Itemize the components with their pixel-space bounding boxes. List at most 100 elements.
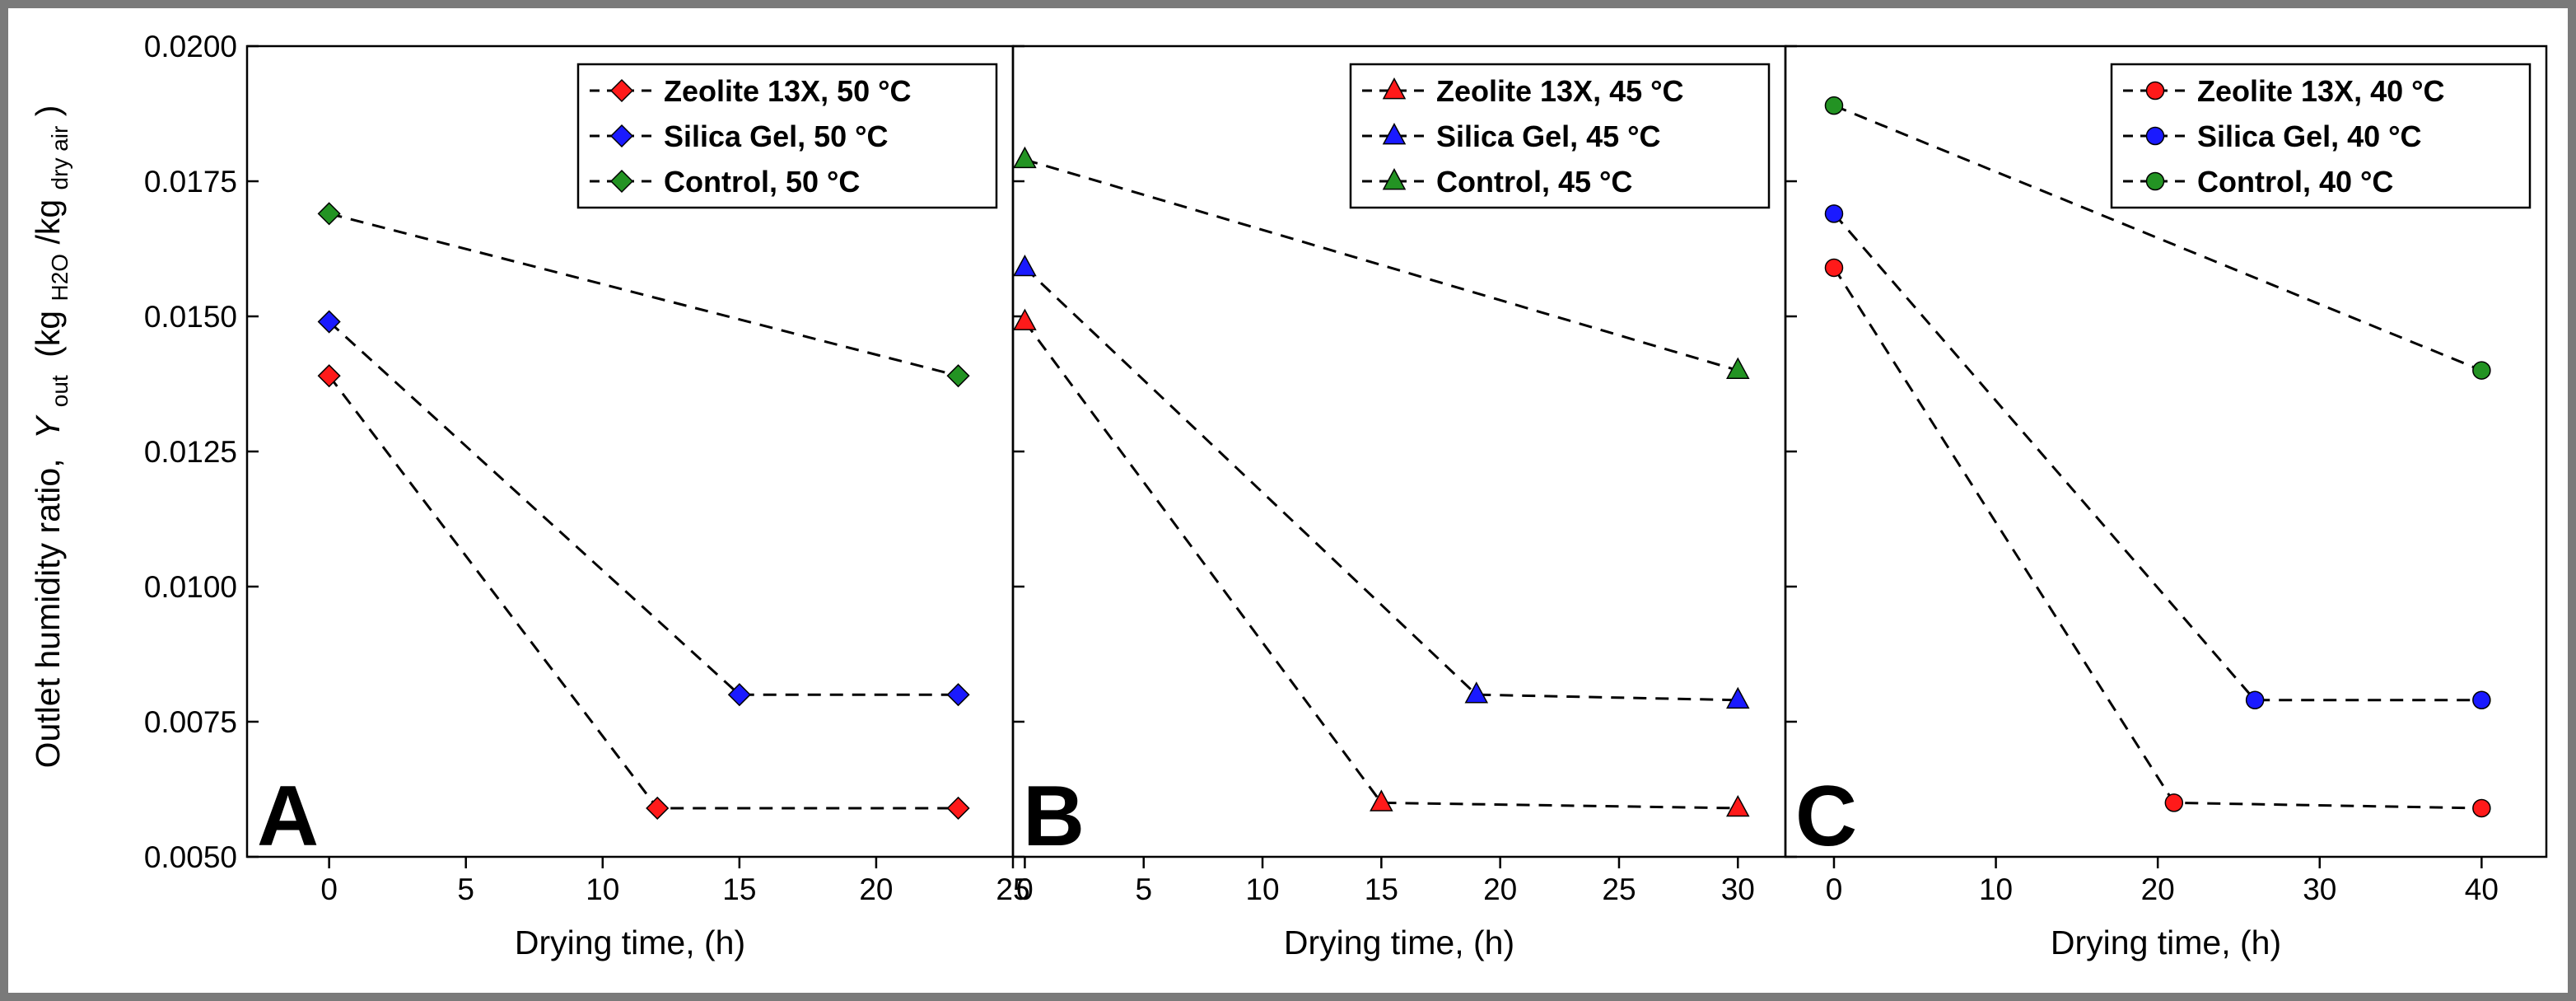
y-axis-title-numerator-sub: H2O bbox=[47, 254, 72, 302]
data-point bbox=[1013, 254, 1037, 277]
x-tick-label: 0 bbox=[1826, 872, 1843, 906]
x-tick-label: 30 bbox=[2303, 872, 2336, 906]
panel-b: 0 5 10 15 20 25 30 Drying time, (h) B Zeolite 13X… bbox=[1011, 44, 1787, 961]
x-tick-label: 15 bbox=[1365, 872, 1398, 906]
y-axis-title: Outlet humidity ratio, Y out (kg H2O /kg… bbox=[29, 105, 75, 769]
series-line bbox=[329, 212, 959, 377]
series-zeolite bbox=[1013, 308, 1750, 817]
legend-label: Zeolite 13X, 45 °C bbox=[1436, 74, 1684, 108]
data-point bbox=[646, 796, 670, 821]
legend-label: Silica Gel, 40 °C bbox=[2197, 119, 2422, 153]
legend: Zeolite 13X, 50 °C Silica Gel, 50 °C Contr… bbox=[576, 63, 998, 209]
legend-label: Silica Gel, 50 °C bbox=[664, 119, 889, 153]
x-tick-label: 25 bbox=[996, 872, 1029, 906]
data-point bbox=[1726, 686, 1750, 709]
data-point bbox=[1013, 146, 1037, 169]
data-point bbox=[1824, 258, 1844, 278]
x-axis-title: Drying time, (h) bbox=[515, 924, 745, 961]
legend: Zeolite 13X, 40 °C Silica Gel, 40 °C Contr… bbox=[2110, 63, 2532, 209]
data-point bbox=[1824, 204, 1844, 223]
legend-label: Control, 50 °C bbox=[664, 165, 860, 199]
data-point bbox=[1824, 96, 1844, 115]
data-point bbox=[2472, 798, 2491, 818]
y-axis-title-close: ) bbox=[29, 105, 67, 117]
x-tick-label: 10 bbox=[1979, 872, 2013, 906]
x-tick-label: 40 bbox=[2465, 872, 2499, 906]
y-tick-label: 0.0150 bbox=[144, 300, 237, 334]
panel-label: C bbox=[1795, 769, 1857, 864]
series-silica bbox=[1824, 204, 2491, 710]
x-tick-label: 0 bbox=[320, 872, 338, 906]
data-point bbox=[317, 364, 341, 388]
data-point bbox=[1370, 789, 1393, 812]
data-point bbox=[2472, 690, 2491, 710]
legend-label: Silica Gel, 45 °C bbox=[1436, 119, 1661, 153]
y-axis-title-symbol-sub: out bbox=[47, 375, 72, 407]
panel-label: B bbox=[1023, 769, 1085, 864]
x-tick-label: 25 bbox=[1602, 872, 1636, 906]
data-point bbox=[727, 683, 751, 707]
legend-marker bbox=[2145, 171, 2165, 191]
plots: 0.0050 0.0075 0.0100 0.0125 0.0150 0.0175 0.02… bbox=[144, 30, 2548, 961]
y-axis-title-open: (kg bbox=[29, 311, 67, 358]
legend-marker bbox=[609, 78, 634, 103]
legend-label: Control, 40 °C bbox=[2197, 165, 2393, 199]
series-line bbox=[1024, 266, 1738, 702]
legend-marker bbox=[1382, 77, 1407, 100]
legend: Zeolite 13X, 45 °C Silica Gel, 45 °C Contr… bbox=[1349, 63, 1771, 209]
x-axis-title: Drying time, (h) bbox=[2051, 924, 2281, 961]
series-control bbox=[317, 202, 970, 388]
panel-c: 0 10 20 30 40 Drying time, (h) C Zeolite 13X, 4… bbox=[1784, 44, 2548, 961]
x-tick-label: 20 bbox=[2141, 872, 2175, 906]
series-line bbox=[1833, 104, 2482, 372]
data-point bbox=[1726, 357, 1750, 379]
data-point bbox=[317, 202, 341, 226]
x-axis-title: Drying time, (h) bbox=[1284, 924, 1514, 961]
y-tick-label: 0.0075 bbox=[144, 705, 237, 739]
x-tick-label: 5 bbox=[1135, 872, 1152, 906]
legend-label: Zeolite 13X, 40 °C bbox=[2197, 74, 2445, 108]
y-tick-label: 0.0100 bbox=[144, 570, 237, 604]
x-tick-label: 15 bbox=[722, 872, 756, 906]
x-tick-label: 10 bbox=[586, 872, 619, 906]
x-tick-label: 0 bbox=[1016, 872, 1034, 906]
data-point bbox=[946, 364, 970, 388]
series-line bbox=[328, 320, 959, 696]
x-tick-label: 10 bbox=[1245, 872, 1279, 906]
x-tick-label: 20 bbox=[859, 872, 893, 906]
data-point bbox=[2472, 361, 2491, 380]
x-tick-label: 5 bbox=[457, 872, 474, 906]
y-axis-title-denominator-sub: dry air bbox=[47, 126, 72, 190]
data-point bbox=[317, 310, 341, 334]
series-control bbox=[1824, 96, 2491, 380]
legend-marker bbox=[609, 169, 634, 194]
series-zeolite bbox=[1824, 258, 2491, 818]
series-silica bbox=[1013, 254, 1750, 709]
y-tick-label: 0.0125 bbox=[144, 435, 237, 469]
data-point bbox=[1013, 308, 1037, 330]
legend-label: Zeolite 13X, 50 °C bbox=[664, 74, 912, 108]
y-axis-title-slash: /kg bbox=[29, 199, 67, 245]
y-tick-label: 0.0175 bbox=[144, 165, 237, 199]
panel-a: 0.0050 0.0075 0.0100 0.0125 0.0150 0.0175 0.02… bbox=[144, 30, 1030, 961]
y-tick-label: 0.0050 bbox=[144, 840, 237, 874]
legend-marker bbox=[609, 124, 634, 148]
data-point bbox=[2164, 793, 2184, 812]
series-zeolite bbox=[317, 364, 970, 821]
x-tick-label: 30 bbox=[1721, 872, 1755, 906]
legend-marker bbox=[1382, 123, 1407, 145]
data-point bbox=[946, 683, 970, 707]
y-tick-label: 0.0200 bbox=[144, 30, 237, 63]
x-tick-label: 20 bbox=[1483, 872, 1517, 906]
panel-label: A bbox=[257, 769, 319, 864]
legend-marker bbox=[2145, 81, 2165, 101]
series-silica bbox=[317, 310, 970, 707]
data-point bbox=[2245, 690, 2265, 710]
series-control bbox=[1013, 146, 1750, 379]
y-axis-title-prefix: Outlet humidity ratio, bbox=[29, 458, 67, 768]
series-line bbox=[1024, 158, 1738, 372]
legend-marker bbox=[1382, 168, 1407, 190]
y-axis-title-symbol: Y bbox=[29, 414, 67, 439]
data-point bbox=[1726, 794, 1750, 817]
